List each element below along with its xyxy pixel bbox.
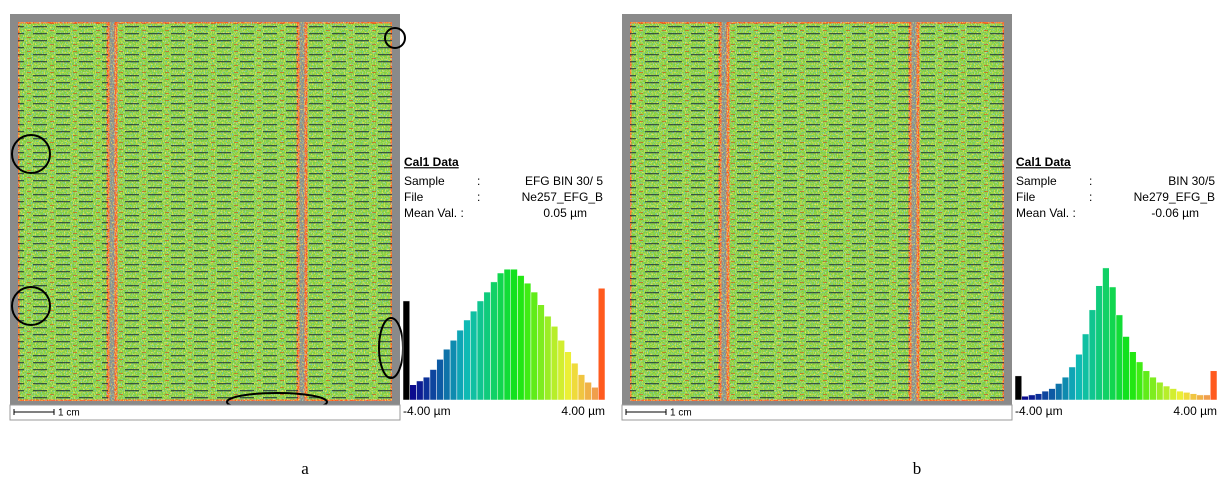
info-label: Sample (1016, 174, 1057, 188)
histogram-bar (1135, 361, 1144, 401)
histogram-bar (1109, 286, 1117, 401)
histogram-bar (449, 340, 458, 401)
info-title: Cal1 Data (1016, 155, 1071, 169)
info-label: Sample (404, 174, 445, 188)
info-sep: : (477, 174, 480, 188)
histogram-bar (1028, 394, 1036, 401)
histogram-bar (510, 268, 518, 401)
info-value: EFG BIN 30/ 5 (525, 174, 603, 188)
histogram-bar (523, 282, 532, 401)
info-label: File (404, 190, 424, 204)
histogram-bar (1034, 393, 1043, 401)
histogram-bar (537, 304, 545, 401)
histogram-bar (1162, 385, 1171, 401)
histogram-bar (1203, 394, 1211, 401)
histogram-bar (571, 362, 579, 401)
info-value: Ne279_EFG_B (1134, 190, 1215, 204)
caption: a (301, 459, 309, 478)
histogram-bar (463, 319, 471, 401)
histogram-bar (1082, 333, 1090, 401)
info-sep: : (1089, 174, 1092, 188)
histogram-bar (1210, 370, 1218, 401)
histogram-bar (530, 291, 538, 401)
histogram-bar (1176, 390, 1184, 401)
histogram-bar (422, 376, 431, 401)
histogram-bar (1196, 394, 1204, 401)
scale-bar-box (9, 404, 401, 421)
histogram-bar (402, 300, 410, 401)
histogram-bar (564, 351, 572, 401)
x-tick-label: 4.00 µm (1173, 404, 1217, 418)
histogram-bar (544, 315, 552, 401)
histogram-bar (1115, 314, 1123, 401)
histogram-bar (503, 268, 511, 401)
histogram-bar (490, 281, 498, 401)
histogram-bar (1095, 285, 1103, 401)
info-sep: : (1089, 190, 1092, 204)
info-title: Cal1 Data (404, 155, 459, 169)
histogram-bar (443, 348, 451, 401)
histogram-bar (1122, 336, 1130, 401)
histogram-bar (1075, 354, 1083, 401)
histogram-bar (1048, 388, 1056, 401)
x-tick-label: -4.00 µm (1015, 404, 1063, 418)
info-value: Ne257_EFG_B (522, 190, 603, 204)
histogram-bar (1189, 393, 1198, 401)
scale-bar-box (621, 404, 1013, 421)
histogram-bar (1068, 366, 1076, 401)
scale-label: 1 cm (58, 408, 80, 419)
histogram-bar (416, 380, 424, 401)
histogram-bar (409, 384, 417, 401)
histogram-bar (436, 359, 444, 401)
histogram-bar (497, 272, 505, 401)
histogram-bar (550, 326, 559, 401)
histogram-bar (1169, 388, 1177, 401)
histogram-bar (1183, 392, 1191, 401)
x-tick-label: 4.00 µm (561, 404, 605, 418)
histogram-bar (557, 340, 565, 401)
histogram-bar (483, 291, 491, 401)
info-value: 0.05 µm (543, 206, 587, 220)
histogram-bar (1014, 375, 1022, 401)
info-value: BIN 30/5 (1168, 174, 1215, 188)
histogram-bar (429, 369, 437, 401)
caption: b (913, 459, 922, 478)
histogram-bar (1021, 395, 1029, 401)
histogram-bar (1156, 381, 1164, 401)
histogram-bar (591, 387, 599, 401)
histogram-bar (456, 329, 464, 401)
histogram-bar (577, 374, 586, 401)
histogram-bar (517, 275, 525, 401)
info-label: Mean Val. : (1016, 206, 1076, 220)
histogram-bar (476, 300, 485, 401)
histogram-bar (1041, 390, 1049, 401)
histogram-bar (584, 381, 592, 401)
histogram-bar (1088, 309, 1097, 401)
info-label: File (1016, 190, 1036, 204)
scale-label: 1 cm (670, 408, 692, 419)
histogram-bar (1129, 351, 1137, 401)
histogram-bar (1149, 376, 1157, 401)
histogram-bar (598, 287, 606, 401)
info-sep: : (477, 190, 480, 204)
histogram-bar (1061, 376, 1070, 401)
x-tick-label: -4.00 µm (403, 404, 451, 418)
info-label: Mean Val. : (404, 206, 464, 220)
info-value: -0.06 µm (1151, 206, 1199, 220)
histogram-bar (1102, 267, 1110, 401)
histogram-bar (1055, 383, 1063, 401)
histogram-bar (1142, 370, 1150, 401)
histogram-bar (470, 310, 478, 401)
